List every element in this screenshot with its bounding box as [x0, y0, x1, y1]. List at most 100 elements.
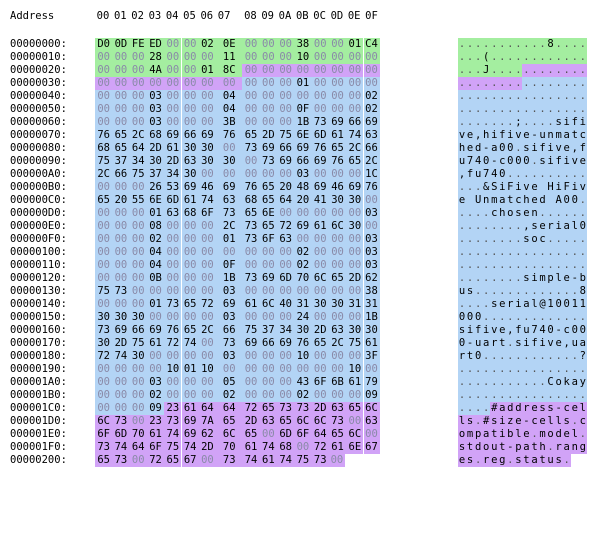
- ascii-char[interactable]: .: [466, 38, 475, 51]
- hex-byte-cell[interactable]: 2D: [346, 272, 364, 285]
- ascii-char[interactable]: .: [514, 233, 523, 246]
- ascii-char[interactable]: .: [482, 116, 491, 129]
- hex-byte-cell[interactable]: 00: [129, 207, 147, 220]
- hex-byte-cell[interactable]: 65: [242, 428, 260, 441]
- hex-byte-cell[interactable]: 69: [181, 181, 199, 194]
- hex-byte-cell[interactable]: 30: [216, 155, 243, 168]
- hex-byte-cell[interactable]: 74: [112, 441, 130, 454]
- hex-byte-cell[interactable]: 00: [311, 246, 329, 259]
- hex-byte-cell[interactable]: 00: [242, 51, 260, 64]
- ascii-char[interactable]: .: [538, 168, 547, 181]
- row-address[interactable]: 00000040:: [10, 90, 67, 102]
- ascii-char[interactable]: u: [458, 155, 467, 168]
- ascii-char[interactable]: .: [578, 103, 587, 116]
- ascii-char[interactable]: .: [538, 363, 547, 376]
- ascii-char[interactable]: .: [474, 454, 483, 467]
- ascii-char[interactable]: .: [570, 38, 579, 51]
- hex-byte-cell[interactable]: 00: [164, 103, 182, 116]
- row-address[interactable]: 00000080:: [10, 142, 67, 154]
- hex-byte-cell[interactable]: 31: [346, 298, 364, 311]
- ascii-char[interactable]: .: [554, 311, 563, 324]
- hex-byte-cell[interactable]: 75: [129, 337, 147, 350]
- hex-byte-cell[interactable]: 02: [294, 389, 312, 402]
- ascii-char[interactable]: .: [466, 246, 475, 259]
- hex-byte-cell[interactable]: 30: [311, 298, 329, 311]
- hex-byte-cell[interactable]: 6D: [277, 428, 295, 441]
- hex-byte-cell[interactable]: 30: [146, 155, 165, 168]
- hex-byte-cell[interactable]: 55: [129, 194, 147, 207]
- ascii-char[interactable]: .: [466, 116, 475, 129]
- ascii-char[interactable]: .: [578, 259, 587, 272]
- hex-byte-cell[interactable]: 0D: [112, 38, 130, 51]
- ascii-char[interactable]: l: [458, 415, 467, 428]
- hex-byte-cell[interactable]: 73: [294, 402, 312, 415]
- hex-byte-cell[interactable]: 00: [259, 90, 277, 103]
- row-address[interactable]: 000001F0:: [10, 441, 67, 453]
- ascii-char[interactable]: .: [466, 220, 475, 233]
- hex-byte-cell[interactable]: ED: [146, 38, 165, 51]
- hex-byte-cell[interactable]: 10: [164, 363, 182, 376]
- ascii-char[interactable]: 1: [546, 298, 555, 311]
- ascii-char[interactable]: -: [554, 324, 563, 337]
- ascii-char[interactable]: .: [538, 77, 547, 90]
- ascii-char[interactable]: .: [554, 168, 563, 181]
- hex-byte-cell[interactable]: 30: [95, 337, 113, 350]
- hex-byte-cell[interactable]: 00: [129, 376, 147, 389]
- ascii-char[interactable]: i: [498, 428, 507, 441]
- ascii-char[interactable]: .: [514, 168, 523, 181]
- ascii-char[interactable]: .: [482, 298, 491, 311]
- ascii-char[interactable]: i: [570, 181, 579, 194]
- hex-byte-cell[interactable]: 00: [311, 233, 329, 246]
- hex-byte-cell[interactable]: 00: [129, 116, 147, 129]
- hex-byte-cell[interactable]: 34: [277, 324, 295, 337]
- ascii-char[interactable]: i: [562, 155, 571, 168]
- row-address[interactable]: 00000130:: [10, 285, 67, 297]
- ascii-char[interactable]: 0: [578, 324, 587, 337]
- ascii-char[interactable]: l: [514, 428, 523, 441]
- hex-byte-cell[interactable]: 2C: [129, 129, 147, 142]
- hex-byte-cell[interactable]: 00: [164, 38, 182, 51]
- hex-byte-cell[interactable]: 00: [129, 259, 147, 272]
- row-address[interactable]: 00000100:: [10, 246, 67, 258]
- hex-byte-cell[interactable]: 00: [328, 168, 347, 181]
- hex-byte-cell[interactable]: 01: [181, 363, 199, 376]
- ascii-char[interactable]: s: [514, 337, 523, 350]
- hex-byte-cell[interactable]: 2C: [346, 142, 364, 155]
- hex-byte-cell[interactable]: 00: [242, 350, 260, 363]
- ascii-char[interactable]: .: [530, 64, 539, 77]
- ascii-char[interactable]: .: [546, 64, 555, 77]
- hex-byte-cell[interactable]: 30: [363, 324, 380, 337]
- hex-byte-cell[interactable]: 6F: [294, 428, 312, 441]
- hex-byte-cell[interactable]: 65: [346, 402, 364, 415]
- ascii-char[interactable]: .: [546, 285, 555, 298]
- ascii-char[interactable]: .: [562, 207, 571, 220]
- hex-byte-cell[interactable]: 68: [146, 129, 165, 142]
- ascii-char[interactable]: .: [482, 272, 491, 285]
- hex-byte-cell[interactable]: 03: [216, 285, 243, 298]
- hex-byte-cell[interactable]: 10: [198, 363, 217, 376]
- hex-byte-cell[interactable]: 10: [294, 350, 312, 363]
- ascii-char[interactable]: @: [538, 298, 547, 311]
- hex-byte-cell[interactable]: 6C: [311, 272, 329, 285]
- ascii-char[interactable]: l: [570, 428, 579, 441]
- ascii-char[interactable]: .: [538, 64, 547, 77]
- ascii-char[interactable]: .: [506, 285, 515, 298]
- ascii-char[interactable]: g: [498, 454, 507, 467]
- ascii-char[interactable]: -: [466, 337, 475, 350]
- hex-byte-cell[interactable]: 00: [112, 116, 130, 129]
- ascii-char[interactable]: .: [474, 116, 483, 129]
- hex-byte-cell[interactable]: 2C: [216, 220, 243, 233]
- ascii-char[interactable]: e: [522, 207, 531, 220]
- hex-byte-cell[interactable]: 69: [181, 415, 199, 428]
- hex-byte-cell[interactable]: 00: [198, 168, 217, 181]
- hex-byte-cell[interactable]: 64: [277, 194, 295, 207]
- hex-byte-cell[interactable]: 00: [328, 64, 347, 77]
- row-address[interactable]: 00000010:: [10, 51, 67, 63]
- ascii-char[interactable]: .: [474, 181, 483, 194]
- ascii-char[interactable]: .: [538, 90, 547, 103]
- hex-byte-cell[interactable]: 00: [259, 246, 277, 259]
- ascii-char[interactable]: .: [538, 311, 547, 324]
- hex-byte-cell[interactable]: 09: [363, 389, 380, 402]
- ascii-char[interactable]: 7: [530, 324, 539, 337]
- hex-byte-cell[interactable]: 75: [294, 454, 312, 467]
